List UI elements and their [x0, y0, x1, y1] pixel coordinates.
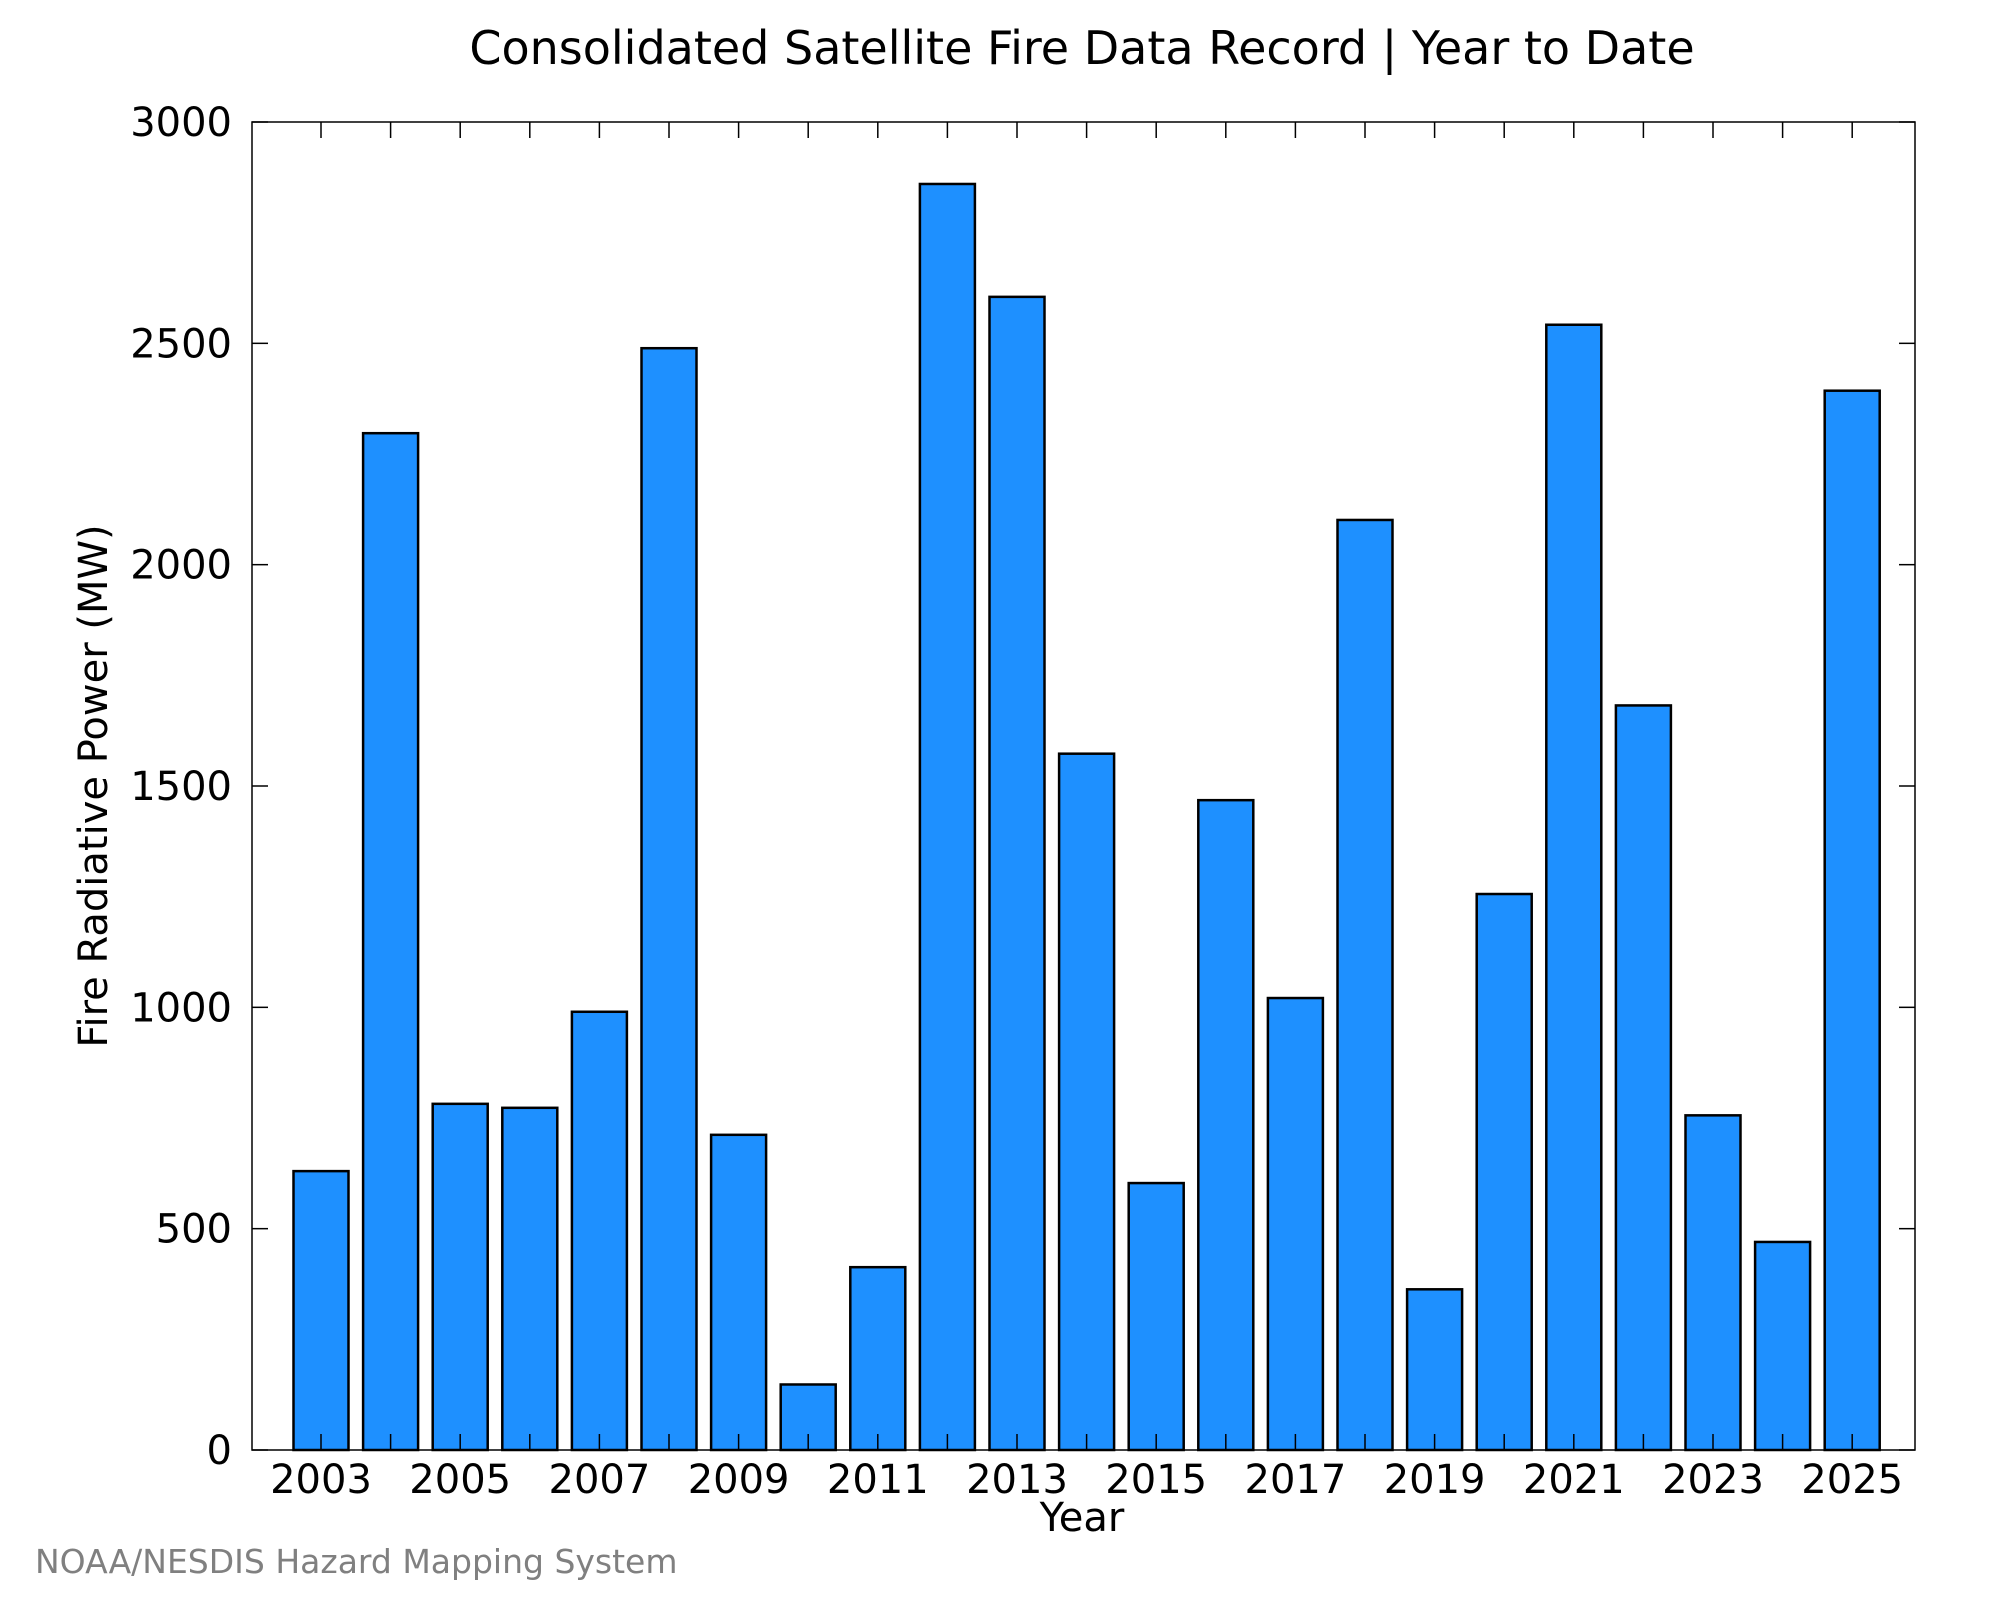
y-tick-label: 0: [207, 1428, 232, 1474]
x-tick-label: 2013: [966, 1457, 1068, 1503]
x-tick-label: 2019: [1384, 1457, 1486, 1503]
x-axis-label: Year: [1039, 1495, 1125, 1541]
x-tick-label: 2009: [688, 1457, 790, 1503]
bar-2015: [1127, 1181, 1185, 1452]
x-tick-label: 2005: [409, 1457, 511, 1503]
bar-2010: [779, 1383, 837, 1452]
bar-2017: [1266, 996, 1325, 1452]
bar-2012: [918, 182, 977, 1452]
y-tick-label: 500: [156, 1207, 232, 1253]
bar-2020: [1475, 892, 1533, 1452]
bar-2009: [709, 1133, 768, 1452]
y-tick-label: 1000: [130, 985, 232, 1031]
bar-2023: [1684, 1114, 1742, 1452]
x-tick-label: 2017: [1245, 1457, 1347, 1503]
y-tick-labels: 0 500 1000 1500 2000 2500 3000: [130, 100, 232, 1474]
bar-2004: [361, 431, 420, 1452]
x-tick-label: 2007: [549, 1457, 651, 1503]
y-tick-label: 3000: [130, 100, 232, 146]
bar-2025: [1823, 389, 1881, 1452]
x-tick-labels: 2003 2005 2007 2009 2011 2013 2015 2017 2019 2021…: [270, 1457, 1903, 1503]
bar-2022: [1614, 704, 1673, 1452]
x-tick-label: 2025: [1801, 1457, 1903, 1503]
bar-2007: [570, 1010, 629, 1452]
x-tick-label: 2021: [1523, 1457, 1625, 1503]
plot-frame: [251, 121, 1916, 1451]
bar-2019: [1405, 1288, 1464, 1452]
x-tick-label: 2011: [827, 1457, 929, 1503]
bar-2018: [1336, 518, 1394, 1452]
x-tick-label: 2023: [1662, 1457, 1764, 1503]
y-tick-label: 1500: [130, 764, 232, 810]
bar-2006: [501, 1106, 559, 1452]
bar-2016: [1197, 798, 1255, 1452]
bar-2008: [640, 346, 698, 1452]
bar-2013: [988, 295, 1046, 1452]
y-tick-label: 2500: [130, 321, 232, 367]
source-note: NOAA/NESDIS Hazard Mapping System: [35, 1542, 678, 1581]
bar-2024: [1753, 1240, 1812, 1452]
bar-2021: [1545, 323, 1603, 1452]
bar-2005: [431, 1102, 489, 1452]
bar-2011: [849, 1265, 907, 1452]
bar-2014: [1057, 752, 1116, 1452]
bar-2003: [292, 1169, 350, 1452]
chart-title: Consolidated Satellite Fire Data Record …: [469, 21, 1694, 76]
bars-layer: [292, 182, 1881, 1452]
y-tick-label: 2000: [130, 543, 232, 589]
x-tick-label: 2003: [270, 1457, 372, 1503]
x-tick-label: 2015: [1105, 1457, 1207, 1503]
y-axis-label: Fire Radiative Power (MW): [71, 524, 117, 1047]
